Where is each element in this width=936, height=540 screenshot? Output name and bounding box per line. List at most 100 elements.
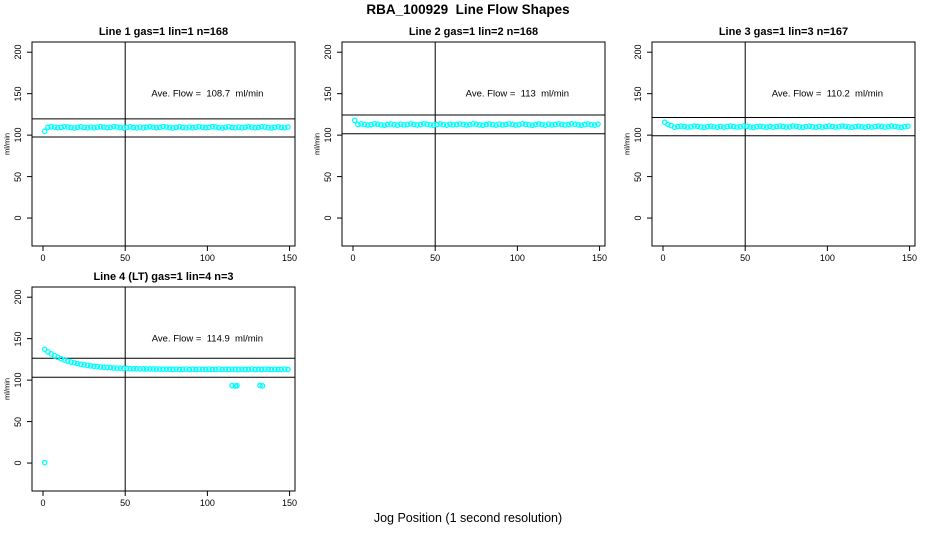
x-tick-label: 100 <box>819 253 835 263</box>
data-point <box>891 123 898 130</box>
y-tick-label: 150 <box>633 86 643 102</box>
data-point <box>232 124 239 131</box>
y-tick-label: 0 <box>13 215 23 221</box>
data-point <box>707 123 714 130</box>
y-tick-label: 200 <box>13 44 23 60</box>
data-point <box>186 124 193 130</box>
data-point <box>265 366 272 373</box>
data-point <box>591 122 598 128</box>
ave-flow-annotation: Ave. Flow = 114.9 ml/min <box>151 333 264 345</box>
data-point <box>378 121 384 128</box>
data-point <box>179 366 186 373</box>
data-point <box>216 366 222 372</box>
plot-canvas <box>27 286 296 496</box>
data-point <box>84 124 91 131</box>
data-point <box>206 124 212 131</box>
data-point <box>545 121 552 128</box>
data-point <box>219 125 226 131</box>
data-point <box>212 366 219 373</box>
data-point <box>176 366 183 373</box>
data-point <box>41 128 48 135</box>
y-tick-label: 150 <box>13 331 23 347</box>
data-point <box>84 362 91 369</box>
data-point <box>183 366 189 372</box>
data-point <box>480 122 486 129</box>
data-point <box>496 121 503 128</box>
x-tick-label: 50 <box>740 253 751 263</box>
data-point <box>258 123 265 130</box>
data-point <box>786 123 793 130</box>
panel-line-1: Line 1 gas=1 lin=1 n=168 0 50 100 150 200 0 50 1… <box>0 18 320 272</box>
panel-line-4: Line 4 (LT) gas=1 lin=4 n=3 0 50 100 150 200 0… <box>0 263 320 517</box>
data-point <box>565 121 572 128</box>
panel-title: Line 3 gas=1 lin=3 n=167 <box>718 26 849 38</box>
data-point <box>239 366 245 373</box>
data-point <box>463 122 470 128</box>
data-point <box>453 121 460 128</box>
data-point <box>71 360 78 366</box>
data-point <box>271 124 278 131</box>
data-point <box>147 123 153 130</box>
data-point <box>281 366 288 372</box>
y-tick-label: 150 <box>323 86 333 102</box>
data-point <box>394 122 401 128</box>
data-point <box>94 363 101 370</box>
data-point <box>252 366 258 373</box>
data-point <box>179 124 186 131</box>
data-point <box>503 121 509 128</box>
x-axis-label: Jog Position (1 second resolution) <box>373 511 563 525</box>
data-point <box>206 366 212 373</box>
data-point <box>222 124 229 131</box>
data-point <box>799 124 806 131</box>
data-point <box>225 123 232 130</box>
data-point <box>901 123 908 130</box>
data-point <box>427 121 434 128</box>
data-point <box>539 121 545 128</box>
data-point <box>87 363 94 369</box>
data-point <box>849 124 855 131</box>
data-point <box>836 123 842 130</box>
data-point <box>414 122 420 128</box>
x-tick-label: 100 <box>199 253 215 263</box>
y-axis-unit-label: ml/min <box>312 132 322 156</box>
data-point <box>160 123 166 130</box>
data-point <box>61 357 68 363</box>
y-tick-label: 200 <box>323 44 333 60</box>
data-point <box>209 366 216 373</box>
data-point <box>430 122 437 129</box>
y-axis-unit-label: ml/min <box>622 132 632 156</box>
data-point <box>245 366 252 373</box>
data-point <box>202 124 209 131</box>
data-point <box>368 121 374 128</box>
data-point <box>486 121 493 127</box>
data-point <box>506 121 513 127</box>
x-tick-label: 150 <box>592 253 608 263</box>
data-point <box>724 123 730 130</box>
data-point <box>64 124 71 130</box>
data-point <box>74 124 81 131</box>
data-point <box>578 122 585 129</box>
x-tick-label: 100 <box>199 498 215 508</box>
data-point <box>717 123 724 130</box>
data-point <box>882 124 888 130</box>
data-point <box>163 124 170 130</box>
data-point <box>54 124 61 131</box>
data-point <box>701 124 707 131</box>
data-point <box>232 366 239 373</box>
data-point <box>813 124 819 131</box>
data-point <box>793 123 800 130</box>
data-point <box>829 123 836 130</box>
y-tick-label: 0 <box>633 215 643 221</box>
data-point <box>186 366 193 373</box>
data-point <box>562 122 568 128</box>
data-point <box>183 124 189 131</box>
data-point <box>248 124 255 131</box>
data-point <box>555 121 562 127</box>
data-point <box>757 123 763 130</box>
data-point <box>235 124 242 130</box>
plot-canvas <box>337 41 606 251</box>
data-point <box>822 123 829 130</box>
x-tick-label: 50 <box>120 253 131 263</box>
y-tick-label: 200 <box>13 289 23 305</box>
data-point <box>714 124 721 131</box>
